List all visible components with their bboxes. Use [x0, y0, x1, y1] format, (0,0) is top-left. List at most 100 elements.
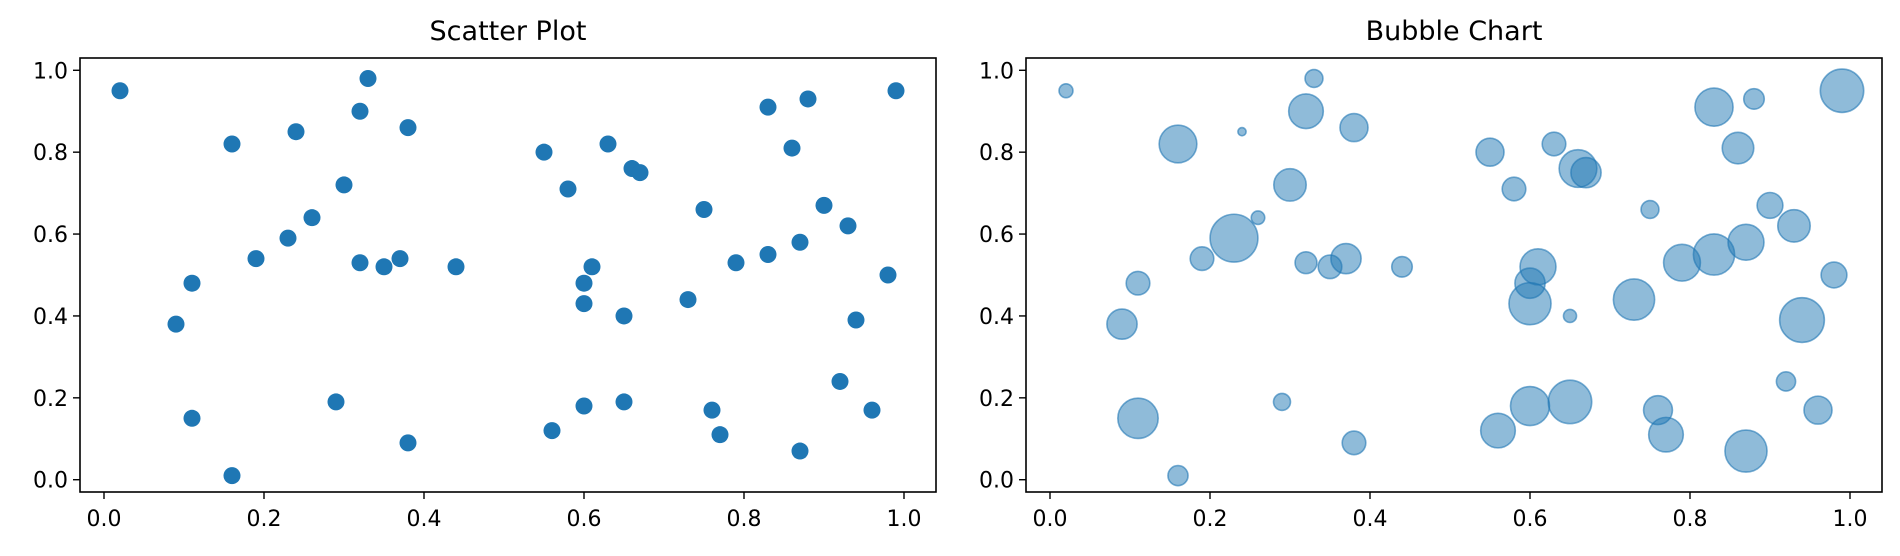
scatter-point: [183, 274, 201, 292]
scatter-point: [359, 69, 377, 87]
scatter-y-tick-label: 1.0: [33, 59, 68, 84]
bubble-point: [1250, 210, 1266, 226]
scatter-point: [167, 315, 185, 333]
bubble-point: [1519, 248, 1557, 286]
scatter-point: [447, 258, 465, 276]
bubble-point: [1501, 176, 1527, 202]
bubble-y-tick-label: 0.2: [979, 387, 1014, 412]
scatter-point: [327, 393, 345, 411]
bubble-point: [1724, 429, 1768, 473]
bubble-y-tick-label: 0.8: [979, 141, 1014, 166]
scatter-point: [759, 98, 777, 116]
bubble-y-tick-label: 1.0: [979, 59, 1014, 84]
scatter-point: [351, 102, 369, 120]
scatter-point: [863, 401, 881, 419]
bubble-point: [1294, 250, 1318, 275]
bubble-point: [1475, 137, 1505, 167]
bubble-point: [1562, 308, 1578, 324]
scatter-point: [847, 311, 865, 329]
scatter-x-tick-label: 0.8: [727, 507, 762, 532]
scatter-point: [535, 143, 553, 161]
bubble-point: [1272, 392, 1292, 412]
bubble-point: [1117, 397, 1159, 440]
bubble-y-tick-label: 0.4: [979, 305, 1014, 330]
scatter-point: [887, 82, 905, 100]
scatter-point: [631, 164, 649, 182]
bubble-x-tick-label: 0.4: [1353, 507, 1388, 532]
bubble-point: [1189, 246, 1215, 272]
bubble-point: [1777, 208, 1812, 243]
scatter-point: [183, 409, 201, 427]
bubble-point: [1721, 131, 1755, 165]
bubble-point: [1647, 416, 1685, 453]
scatter-point: [543, 422, 561, 440]
scatter-point: [335, 176, 353, 194]
bubble-point: [1819, 68, 1865, 114]
scatter-point: [287, 123, 305, 141]
scatter-y-tick-label: 0.0: [33, 469, 68, 494]
scatter-point: [111, 82, 129, 100]
bubble-point: [1058, 82, 1074, 99]
bubble-x-tick-label: 0.2: [1193, 507, 1228, 532]
bubble-point: [1287, 93, 1325, 130]
scatter-x-tick-label: 1.0: [887, 507, 922, 532]
bubble-chart-axes-frame: [1025, 57, 1883, 493]
scatter-point: [815, 196, 833, 214]
bubble-point: [1330, 242, 1362, 275]
scatter-x-tick-label: 0.4: [407, 507, 442, 532]
bubble-point: [1820, 261, 1848, 289]
bubble-point: [1339, 112, 1369, 143]
scatter-point: [703, 401, 721, 419]
scatter-point: [615, 307, 633, 325]
scatter-point: [783, 139, 801, 157]
scatter-point: [679, 291, 697, 309]
scatter-point: [695, 200, 713, 218]
bubble-point: [1694, 87, 1734, 127]
bubble-point: [1803, 395, 1833, 425]
scatter-point: [759, 246, 777, 264]
scatter-point: [223, 135, 241, 153]
bubble-point: [1237, 126, 1247, 137]
scatter-point: [223, 467, 241, 485]
bubble-point: [1756, 191, 1784, 220]
scatter-point: [391, 250, 409, 268]
bubble-point: [1541, 131, 1567, 157]
bubble-point: [1778, 296, 1826, 344]
bubble-point: [1273, 167, 1308, 202]
bubble-point: [1209, 213, 1259, 263]
bubble-x-tick-label: 0.8: [1673, 507, 1708, 532]
scatter-point: [575, 295, 593, 313]
bubble-point: [1125, 270, 1151, 296]
bubble-point: [1508, 281, 1552, 326]
bubble-point: [1727, 223, 1765, 262]
scatter-point: [831, 372, 849, 390]
scatter-point: [279, 229, 297, 247]
bubble-chart-panel: Bubble Chart 0.0 0.2 0.4 0.6 0.8 1.0 0.0 0.2 0.4…: [979, 16, 1883, 532]
bubble-point: [1570, 156, 1602, 189]
scatter-point: [791, 442, 809, 460]
bubble-y-tick-label: 0.6: [979, 223, 1014, 248]
scatter-point: [247, 250, 265, 268]
scatter-point: [399, 434, 417, 452]
scatter-point: [575, 274, 593, 292]
scatter-y-tick-label: 0.8: [33, 141, 68, 166]
scatter-point: [615, 393, 633, 411]
bubble-y-tick-label: 0.0: [979, 469, 1014, 494]
scatter-point: [399, 119, 417, 137]
bubble-point: [1742, 87, 1766, 111]
scatter-point: [351, 254, 369, 272]
bubble-point: [1479, 412, 1517, 449]
bubble-point: [1304, 68, 1324, 89]
bubble-point: [1390, 255, 1414, 278]
scatter-point: [575, 397, 593, 415]
scatter-y-tick-label: 0.4: [33, 305, 68, 330]
scatter-point: [559, 180, 577, 198]
scatter-plot-axes-frame: [79, 57, 937, 493]
bubble-x-tick-label: 0.0: [1033, 507, 1068, 532]
scatter-point: [303, 209, 321, 227]
scatter-point: [839, 217, 857, 235]
scatter-x-tick-label: 0.0: [87, 507, 122, 532]
scatter-plot-title: Scatter Plot: [430, 16, 587, 47]
